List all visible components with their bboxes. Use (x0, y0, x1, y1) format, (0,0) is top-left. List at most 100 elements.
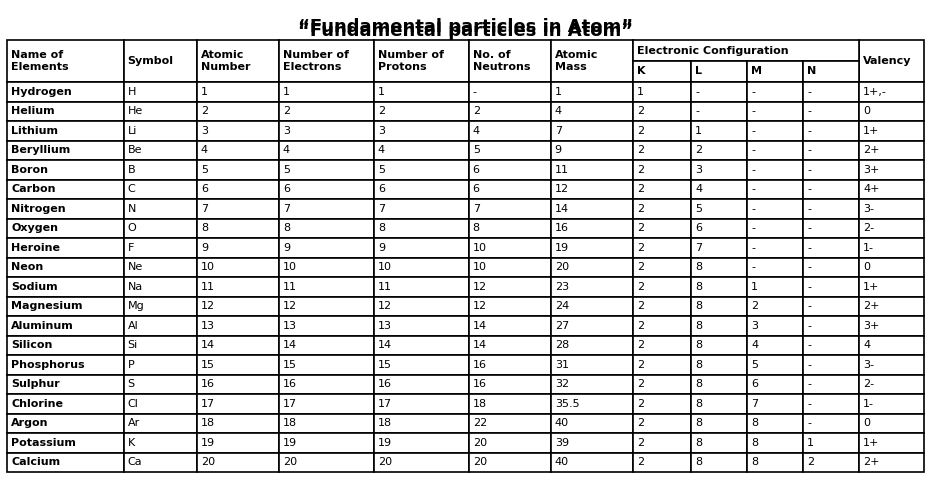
Text: 3: 3 (751, 321, 758, 331)
Bar (551, 413, 633, 433)
Bar (279, 413, 374, 433)
Bar (803, 413, 859, 433)
Bar (196, 121, 279, 141)
Text: 28: 28 (555, 340, 569, 350)
Bar (468, 218, 551, 238)
Bar (468, 257, 551, 277)
Bar (468, 433, 551, 453)
Bar (633, 160, 691, 180)
Text: -: - (807, 301, 811, 311)
Bar (279, 160, 374, 180)
Bar (551, 160, 633, 180)
Bar (551, 297, 633, 316)
Bar (691, 316, 747, 336)
Text: 10: 10 (378, 262, 392, 272)
Text: 2: 2 (637, 223, 644, 233)
Bar (196, 180, 279, 199)
Bar (196, 40, 279, 82)
Bar (124, 336, 196, 355)
Bar (691, 82, 747, 101)
Bar (859, 82, 924, 101)
Text: 14: 14 (473, 340, 487, 350)
Text: 2: 2 (637, 126, 644, 136)
Text: -: - (807, 184, 811, 194)
Bar (747, 199, 803, 218)
Text: 9: 9 (201, 243, 208, 253)
Bar (691, 336, 747, 355)
Bar (279, 374, 374, 394)
Text: 17: 17 (378, 399, 392, 409)
Bar (551, 336, 633, 355)
Bar (374, 40, 468, 82)
Text: 8: 8 (695, 418, 702, 428)
Bar (633, 121, 691, 141)
Text: 5: 5 (695, 204, 702, 214)
Bar (633, 101, 691, 121)
Bar (859, 433, 924, 453)
Bar (803, 336, 859, 355)
Text: Mg: Mg (128, 301, 144, 311)
Bar (691, 121, 747, 141)
Bar (633, 453, 691, 472)
Bar (551, 101, 633, 121)
Text: 14: 14 (473, 321, 487, 331)
Text: 8: 8 (473, 223, 479, 233)
Text: -: - (807, 379, 811, 389)
Bar (468, 316, 551, 336)
Bar (468, 199, 551, 218)
Text: He: He (128, 106, 142, 116)
Text: 24: 24 (555, 301, 569, 311)
Bar (691, 160, 747, 180)
Text: 8: 8 (695, 282, 702, 292)
Text: 11: 11 (283, 282, 297, 292)
Text: 2: 2 (637, 145, 644, 155)
Bar (803, 218, 859, 238)
Bar (633, 40, 859, 61)
Bar (279, 394, 374, 413)
Text: P: P (128, 360, 134, 370)
Bar (691, 277, 747, 297)
Text: 4: 4 (283, 145, 290, 155)
Bar (124, 413, 196, 433)
Text: 16: 16 (283, 379, 297, 389)
Bar (803, 453, 859, 472)
Bar (468, 336, 551, 355)
Bar (803, 101, 859, 121)
Text: 2: 2 (637, 379, 644, 389)
Bar (7, 121, 124, 141)
Bar (374, 316, 468, 336)
Bar (747, 413, 803, 433)
Text: 4: 4 (863, 340, 870, 350)
Bar (633, 297, 691, 316)
Text: Al: Al (128, 321, 139, 331)
Text: 8: 8 (201, 223, 208, 233)
Text: 20: 20 (378, 457, 392, 467)
Bar (124, 141, 196, 160)
Text: Ne: Ne (128, 262, 142, 272)
Text: 7: 7 (473, 204, 479, 214)
Bar (279, 199, 374, 218)
Text: -: - (807, 165, 811, 175)
Text: Electronic Configuration: Electronic Configuration (637, 46, 789, 56)
Text: 6: 6 (201, 184, 208, 194)
Text: 19: 19 (201, 438, 215, 448)
Bar (374, 336, 468, 355)
Text: K: K (637, 67, 645, 76)
Bar (747, 355, 803, 374)
Text: 14: 14 (555, 204, 569, 214)
Text: L: L (695, 67, 702, 76)
Text: -: - (807, 399, 811, 409)
Text: 7: 7 (201, 204, 208, 214)
Text: 4: 4 (201, 145, 208, 155)
Text: N: N (807, 67, 816, 76)
Bar (196, 257, 279, 277)
Text: 39: 39 (555, 438, 569, 448)
Text: 6: 6 (378, 184, 385, 194)
Text: 2: 2 (807, 457, 815, 467)
Bar (468, 180, 551, 199)
Bar (551, 433, 633, 453)
Bar (691, 355, 747, 374)
Text: 2: 2 (637, 360, 644, 370)
Text: “Fundamental particles in Atom”: “Fundamental particles in Atom” (298, 22, 633, 40)
Bar (374, 199, 468, 218)
